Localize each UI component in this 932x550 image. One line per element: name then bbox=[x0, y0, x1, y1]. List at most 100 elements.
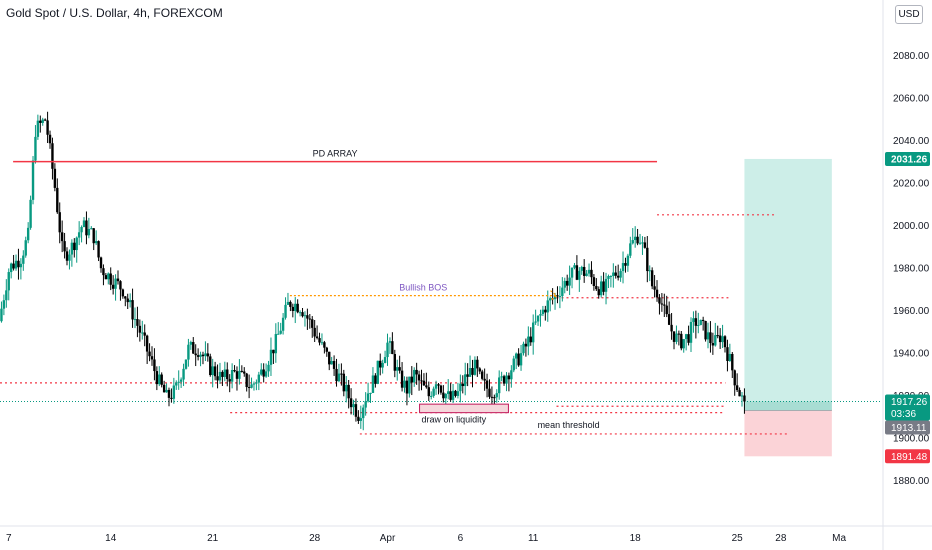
draw-on-liquidity-box[interactable] bbox=[419, 403, 509, 414]
candle-body bbox=[616, 275, 620, 278]
currency-button[interactable]: USD bbox=[895, 5, 923, 24]
y-tick-label: 1960.00 bbox=[893, 306, 930, 317]
candle-body bbox=[116, 278, 120, 282]
x-tick-label: 14 bbox=[105, 533, 117, 544]
candle-body bbox=[490, 396, 494, 398]
candle-body bbox=[70, 242, 74, 255]
candle-body bbox=[398, 367, 401, 371]
candle-body bbox=[286, 301, 290, 305]
candle-body bbox=[534, 321, 537, 323]
candle-body bbox=[706, 332, 710, 340]
candle-body bbox=[653, 286, 656, 290]
candle-body bbox=[439, 385, 443, 393]
candle-body bbox=[629, 243, 632, 256]
candle-body bbox=[347, 384, 350, 399]
candle-body bbox=[124, 296, 127, 299]
candle-body bbox=[721, 336, 724, 343]
current-price-text: 1917.26 bbox=[891, 397, 928, 408]
candle-body bbox=[262, 369, 265, 377]
candle-body bbox=[298, 312, 302, 314]
candle-body bbox=[60, 232, 64, 242]
candle-body bbox=[279, 330, 282, 334]
candle-body bbox=[308, 318, 312, 320]
bullish-bos-label: Bullish BOS bbox=[399, 283, 447, 293]
time-scale[interactable]: 7 14 21 28 Apr 6 11 18 25 28 Ma bbox=[0, 525, 932, 544]
candle-body bbox=[223, 369, 227, 377]
y-tick-label: 2060.00 bbox=[893, 93, 930, 104]
candle-body bbox=[158, 374, 161, 385]
candle-body bbox=[306, 315, 309, 319]
candle-body bbox=[257, 374, 261, 383]
stop-loss-zone[interactable] bbox=[744, 410, 832, 457]
candle-body bbox=[269, 349, 273, 365]
candle-body bbox=[599, 281, 603, 296]
candle-body bbox=[121, 289, 125, 297]
candle-body bbox=[245, 373, 248, 388]
candle-body bbox=[104, 275, 108, 280]
candle-body bbox=[410, 376, 413, 383]
candle-body bbox=[43, 119, 47, 121]
candle-body bbox=[500, 376, 503, 378]
candle-body bbox=[517, 353, 520, 366]
take-profit-zone[interactable] bbox=[744, 158, 832, 411]
candle-body bbox=[111, 284, 115, 289]
price-scale[interactable]: 1880.001900.001920.001940.001960.001980.… bbox=[882, 0, 930, 550]
candle-body bbox=[187, 344, 190, 360]
candle-body bbox=[196, 355, 200, 357]
y-tick-label: 2080.00 bbox=[893, 51, 930, 62]
candle-body bbox=[177, 381, 180, 383]
candle-body bbox=[264, 371, 268, 377]
candle-body bbox=[75, 237, 78, 251]
candle-body bbox=[658, 297, 661, 304]
position-zones[interactable] bbox=[744, 158, 832, 457]
candle-body bbox=[80, 226, 83, 233]
candle-body bbox=[655, 289, 659, 298]
candle-body bbox=[277, 333, 280, 335]
candle-body bbox=[68, 254, 71, 261]
candle-body bbox=[665, 305, 668, 315]
candle-body bbox=[182, 368, 185, 380]
candle-body bbox=[459, 383, 462, 392]
candle-body bbox=[36, 120, 40, 137]
target-price-text: 2031.26 bbox=[891, 154, 928, 165]
candle-body bbox=[345, 384, 348, 392]
candle-body bbox=[337, 373, 341, 382]
candle-body bbox=[0, 308, 3, 322]
candle-body bbox=[255, 382, 258, 384]
candle-body bbox=[291, 306, 295, 311]
candle-body bbox=[342, 373, 346, 392]
candle-body bbox=[694, 318, 698, 326]
candle-body bbox=[738, 390, 741, 397]
candle-body bbox=[680, 333, 683, 349]
candle-body bbox=[94, 241, 98, 244]
target-price-tag: 2031.26 bbox=[885, 151, 930, 166]
candle-body bbox=[281, 317, 285, 331]
candle-body bbox=[427, 387, 430, 397]
candle-body bbox=[194, 353, 197, 356]
candle-body bbox=[56, 187, 59, 213]
candle-body bbox=[590, 269, 593, 278]
candle-body bbox=[456, 391, 460, 396]
x-tick-label: 28 bbox=[775, 533, 787, 544]
candle-body bbox=[289, 301, 292, 307]
current-price-tag: 1917.26 03:36 bbox=[885, 394, 930, 421]
candle-body bbox=[714, 335, 717, 346]
candle-body bbox=[447, 391, 450, 395]
candle-body bbox=[677, 333, 681, 335]
candle-body bbox=[109, 273, 112, 285]
candle-body bbox=[5, 290, 8, 301]
candle-body bbox=[442, 392, 445, 399]
candle-body bbox=[274, 334, 278, 354]
candle-body bbox=[39, 120, 42, 123]
candle-body bbox=[192, 342, 195, 354]
candle-body bbox=[643, 242, 647, 248]
candle-body bbox=[434, 384, 438, 389]
candle-body bbox=[17, 260, 20, 268]
candle-body bbox=[2, 300, 6, 309]
candle-body bbox=[672, 331, 676, 342]
candle-body bbox=[498, 377, 501, 394]
candle-body bbox=[636, 236, 639, 244]
candle-body bbox=[226, 369, 229, 380]
candle-body bbox=[449, 391, 452, 400]
